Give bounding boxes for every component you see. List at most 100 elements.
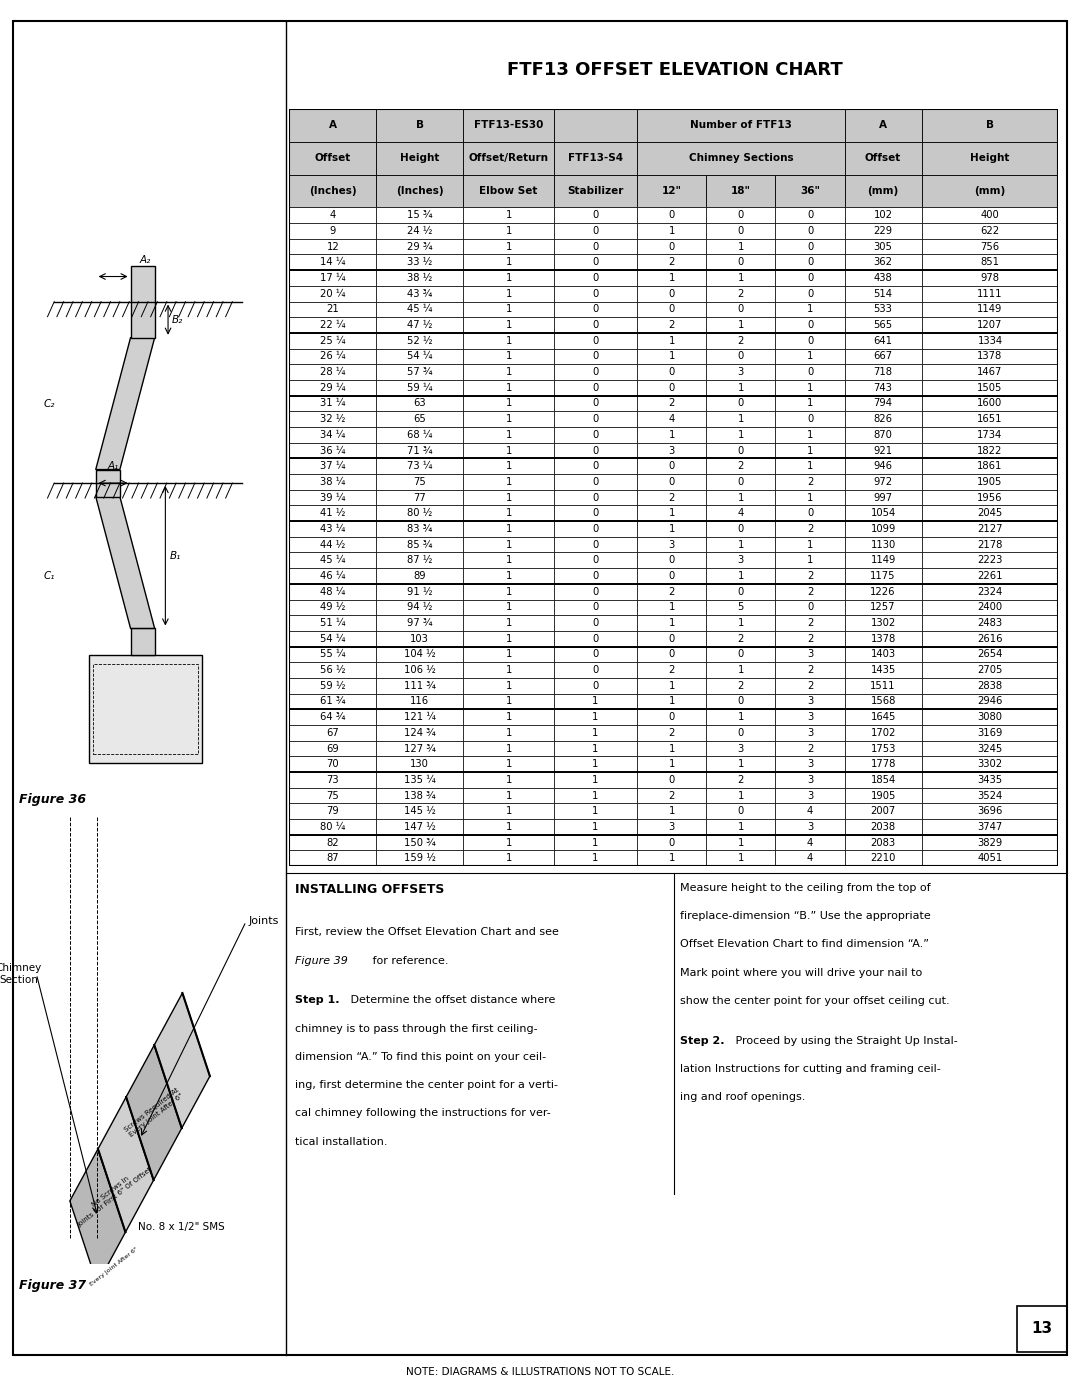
Bar (463, 395, 554, 411)
Text: 1: 1 (505, 446, 512, 455)
Text: 1702: 1702 (870, 728, 895, 738)
Text: 0: 0 (738, 697, 744, 707)
Bar (376, 788, 463, 803)
Text: 41 ½: 41 ½ (320, 509, 346, 518)
Text: 1: 1 (505, 335, 512, 345)
Text: 1905: 1905 (870, 791, 895, 800)
Bar (845, 521, 921, 536)
Bar (289, 599, 376, 615)
Bar (921, 536, 1058, 552)
Text: 102: 102 (874, 210, 892, 221)
Bar (289, 536, 376, 552)
Text: 70: 70 (326, 759, 339, 770)
Bar (706, 536, 775, 552)
Bar (463, 207, 554, 224)
Text: 3245: 3245 (977, 743, 1002, 753)
Bar (775, 332, 845, 349)
Bar (554, 536, 637, 552)
Bar (921, 286, 1058, 302)
Bar (706, 395, 775, 411)
Bar (376, 678, 463, 694)
Text: 2: 2 (669, 320, 675, 330)
Text: 1854: 1854 (870, 775, 895, 785)
Text: 150 ¾: 150 ¾ (404, 838, 435, 848)
Text: 1: 1 (505, 665, 512, 675)
Bar (289, 740, 376, 756)
Text: 138 ¾: 138 ¾ (404, 791, 435, 800)
Text: 870: 870 (874, 430, 892, 440)
Bar (706, 710, 775, 725)
Text: 82: 82 (326, 838, 339, 848)
Text: 1: 1 (505, 728, 512, 738)
Bar (554, 803, 637, 819)
Text: 794: 794 (874, 398, 892, 408)
Bar (845, 803, 921, 819)
Text: 1: 1 (669, 335, 675, 345)
Bar (921, 443, 1058, 458)
Bar (463, 175, 554, 207)
Bar (706, 175, 775, 207)
Bar (554, 427, 637, 443)
Bar (921, 332, 1058, 349)
Text: 0: 0 (592, 272, 598, 284)
Text: 47 ½: 47 ½ (407, 320, 432, 330)
Bar (845, 411, 921, 427)
Bar (775, 710, 845, 725)
Text: 0: 0 (807, 367, 813, 377)
Text: A: A (879, 120, 887, 130)
Text: 0: 0 (669, 571, 675, 581)
Bar (289, 710, 376, 725)
Text: 3: 3 (738, 743, 744, 753)
Text: No Screws In
Joints For First 6" Of Offset: No Screws In Joints For First 6" Of Offs… (72, 1161, 153, 1228)
Bar (637, 662, 706, 678)
Text: 1: 1 (807, 539, 813, 549)
Bar (845, 254, 921, 270)
Bar (554, 286, 637, 302)
Text: A₂: A₂ (139, 254, 151, 264)
Text: 0: 0 (669, 305, 675, 314)
Bar (289, 803, 376, 819)
Text: 1: 1 (505, 289, 512, 299)
Text: 80 ¼: 80 ¼ (320, 821, 346, 833)
Text: 26 ¼: 26 ¼ (320, 352, 346, 362)
Text: C₁: C₁ (43, 571, 55, 581)
Bar (706, 411, 775, 427)
Bar (845, 678, 921, 694)
Bar (463, 380, 554, 395)
Bar (554, 224, 637, 239)
Bar (706, 365, 775, 380)
Text: 2: 2 (807, 617, 813, 629)
Bar (845, 647, 921, 662)
Bar (376, 254, 463, 270)
Text: B₂: B₂ (172, 314, 184, 324)
Bar (289, 569, 376, 584)
Text: 56 ½: 56 ½ (320, 665, 346, 675)
Text: 75: 75 (326, 791, 339, 800)
Text: 3435: 3435 (977, 775, 1002, 785)
Polygon shape (96, 496, 154, 629)
Bar (463, 317, 554, 332)
Bar (376, 569, 463, 584)
Text: 1: 1 (505, 821, 512, 833)
Text: 1: 1 (738, 571, 744, 581)
Bar (921, 521, 1058, 536)
Bar (845, 756, 921, 773)
Bar (921, 395, 1058, 411)
Text: INSTALLING OFFSETS: INSTALLING OFFSETS (295, 883, 444, 895)
Polygon shape (98, 1097, 153, 1232)
Bar (376, 109, 463, 141)
Bar (554, 552, 637, 569)
Text: 79: 79 (326, 806, 339, 816)
Bar (637, 302, 706, 317)
Text: 1: 1 (505, 571, 512, 581)
Text: 1: 1 (669, 854, 675, 863)
Text: 1822: 1822 (977, 446, 1002, 455)
Text: 3: 3 (807, 712, 813, 722)
Bar (554, 443, 637, 458)
Bar (706, 803, 775, 819)
Text: 0: 0 (738, 398, 744, 408)
Bar (706, 694, 775, 710)
Text: 1956: 1956 (977, 493, 1002, 503)
Text: 2705: 2705 (977, 665, 1002, 675)
Bar (637, 851, 706, 866)
